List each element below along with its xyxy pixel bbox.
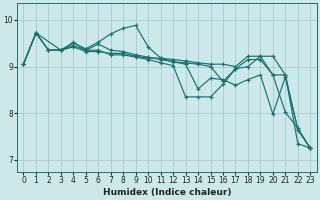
X-axis label: Humidex (Indice chaleur): Humidex (Indice chaleur) [103, 188, 231, 197]
